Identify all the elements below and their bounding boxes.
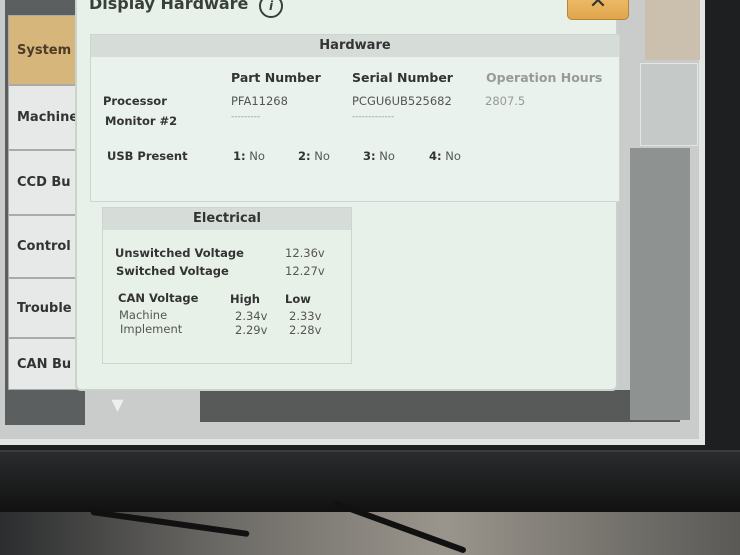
right-panel: [630, 148, 690, 420]
tab-label: Machine: [17, 110, 79, 125]
usb-port-number: 1:: [233, 149, 246, 163]
usb-port-number: 4:: [429, 149, 442, 163]
can-high-value: 2.29v: [235, 323, 268, 337]
display-bezel: [0, 450, 740, 512]
can-row-label: Machine: [119, 308, 168, 322]
background-scene: [0, 500, 740, 555]
tab-controllers[interactable]: Control: [8, 215, 84, 278]
can-low-value: 2.33v: [289, 309, 322, 323]
operation-hours: 2807.5: [485, 94, 526, 108]
can-low-value: 2.28v: [289, 323, 322, 337]
info-icon[interactable]: i: [259, 0, 283, 18]
hardware-panel: Hardware Part Number Serial Number Opera…: [90, 34, 620, 202]
right-button-top[interactable]: [645, 0, 700, 60]
row-label: Monitor #2: [105, 114, 178, 128]
usb-label: USB Present: [107, 149, 188, 163]
usb-port-2: 2: No: [298, 149, 330, 163]
tab-label: System: [17, 42, 72, 58]
col-serial-number: Serial Number: [352, 70, 453, 85]
usb-port-status: No: [379, 149, 395, 163]
switched-voltage-label: Switched Voltage: [116, 264, 229, 278]
tab-can-bus[interactable]: CAN Bu: [8, 338, 84, 390]
tab-troubleshooting[interactable]: Trouble: [8, 278, 84, 338]
usb-port-4: 4: No: [429, 149, 461, 163]
can-high-value: 2.34v: [235, 309, 268, 323]
tab-label: CAN Bu: [17, 356, 72, 372]
tab-ccd-bus[interactable]: CCD Bu: [8, 150, 84, 215]
usb-port-3: 3: No: [363, 149, 395, 163]
can-row-label: Implement: [120, 322, 183, 336]
close-button[interactable]: ✕: [567, 0, 629, 20]
background-panel: [200, 390, 680, 422]
electrical-title: Electrical: [103, 208, 351, 230]
close-x-icon: ✕: [588, 0, 608, 14]
can-high-header: High: [230, 292, 260, 306]
tab-system[interactable]: System: [8, 15, 84, 85]
part-number: PFA11268: [231, 94, 288, 108]
usb-port-status: No: [314, 149, 330, 163]
display-screen: System Machine CCD Bu Control Trouble CA…: [0, 0, 705, 445]
side-tab-bar: System Machine CCD Bu Control Trouble CA…: [5, 0, 85, 425]
row-label: Processor: [103, 94, 167, 108]
tab-label: Control: [17, 239, 71, 254]
col-part-number: Part Number: [231, 70, 321, 85]
electrical-panel: Electrical Unswitched Voltage 12.36v Swi…: [102, 207, 352, 364]
usb-port-status: No: [445, 149, 461, 163]
unswitched-voltage-value: 12.36v: [285, 246, 325, 260]
dialog-title: Display Hardware: [89, 0, 249, 13]
tab-label: CCD Bu: [17, 175, 71, 190]
usb-port-number: 2:: [298, 149, 311, 163]
can-low-header: Low: [285, 292, 311, 306]
tab-machine[interactable]: Machine: [8, 85, 84, 150]
hardware-title: Hardware: [91, 35, 619, 57]
part-number: ---------: [231, 112, 261, 122]
usb-port-status: No: [249, 149, 265, 163]
usb-port-1: 1: No: [233, 149, 265, 163]
serial-number: PCGU6UB525682: [352, 94, 452, 108]
scroll-down-button[interactable]: ▼: [95, 395, 140, 415]
can-voltage-label: CAN Voltage: [118, 291, 199, 305]
switched-voltage-value: 12.27v: [285, 264, 325, 278]
triangle-down-icon: ▼: [111, 395, 124, 414]
tab-label: Trouble: [17, 300, 72, 316]
usb-port-number: 3:: [363, 149, 376, 163]
unswitched-voltage-label: Unswitched Voltage: [115, 246, 244, 260]
serial-number: -------------: [352, 112, 395, 122]
display-hardware-dialog: Display Hardware i ✕ Hardware Part Numbe…: [75, 0, 629, 391]
right-button[interactable]: [640, 63, 698, 146]
col-operation-hours: Operation Hours: [486, 70, 603, 85]
